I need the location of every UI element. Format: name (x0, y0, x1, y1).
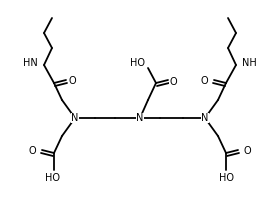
Text: O: O (200, 76, 208, 86)
Text: O: O (244, 146, 252, 156)
Text: O: O (28, 146, 36, 156)
Text: N: N (201, 113, 209, 123)
Text: HN: HN (23, 58, 38, 68)
Text: N: N (136, 113, 144, 123)
Text: NH: NH (242, 58, 257, 68)
Text: HO: HO (45, 173, 60, 183)
Text: O: O (68, 76, 76, 86)
Text: N: N (71, 113, 79, 123)
Text: HO: HO (130, 58, 145, 68)
Text: O: O (169, 77, 177, 87)
Text: HO: HO (220, 173, 235, 183)
